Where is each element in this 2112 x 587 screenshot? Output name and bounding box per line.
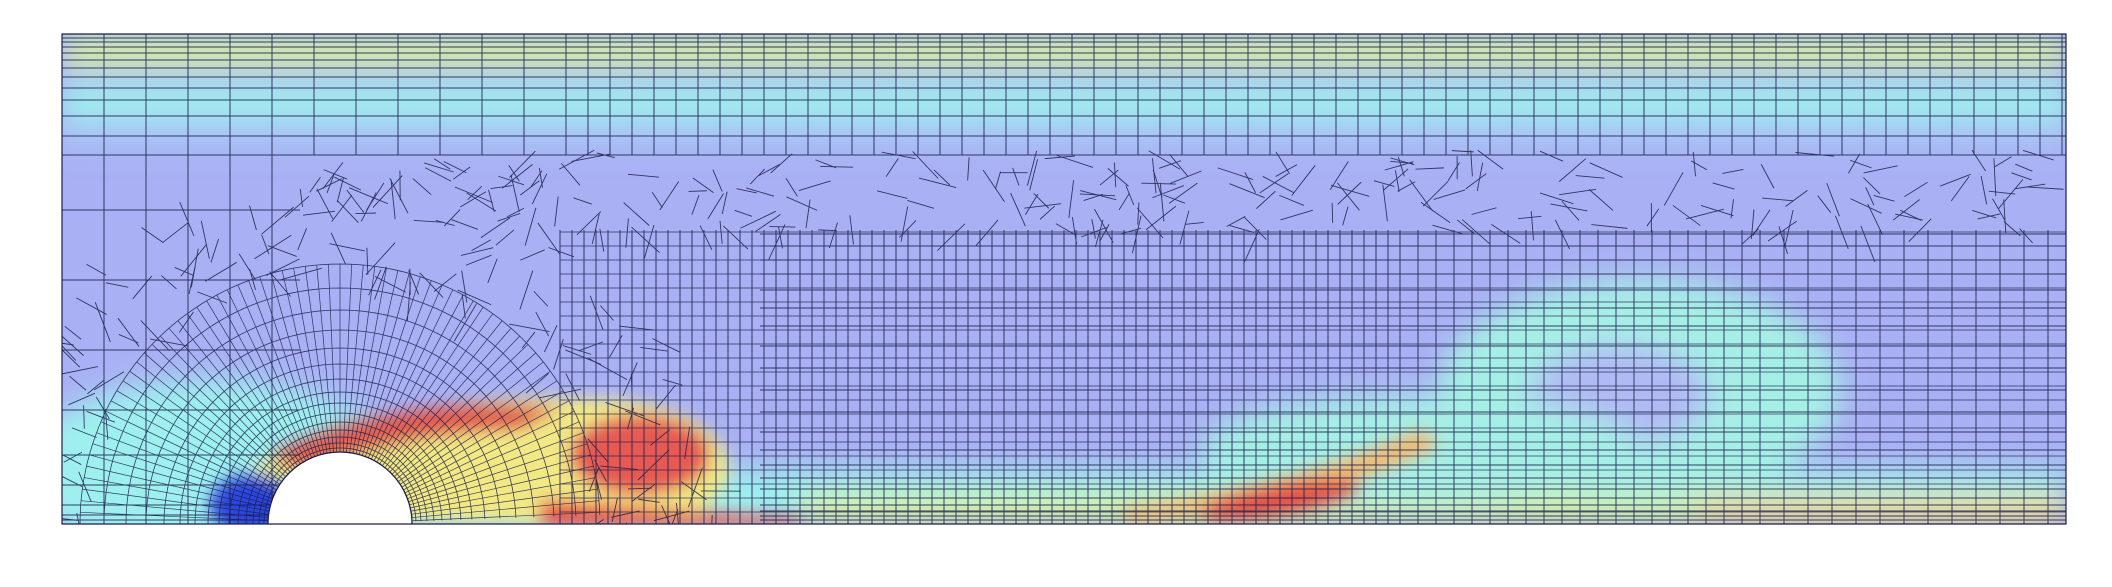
- cylinder: [267, 451, 413, 525]
- mesh-grid: [62, 34, 2066, 524]
